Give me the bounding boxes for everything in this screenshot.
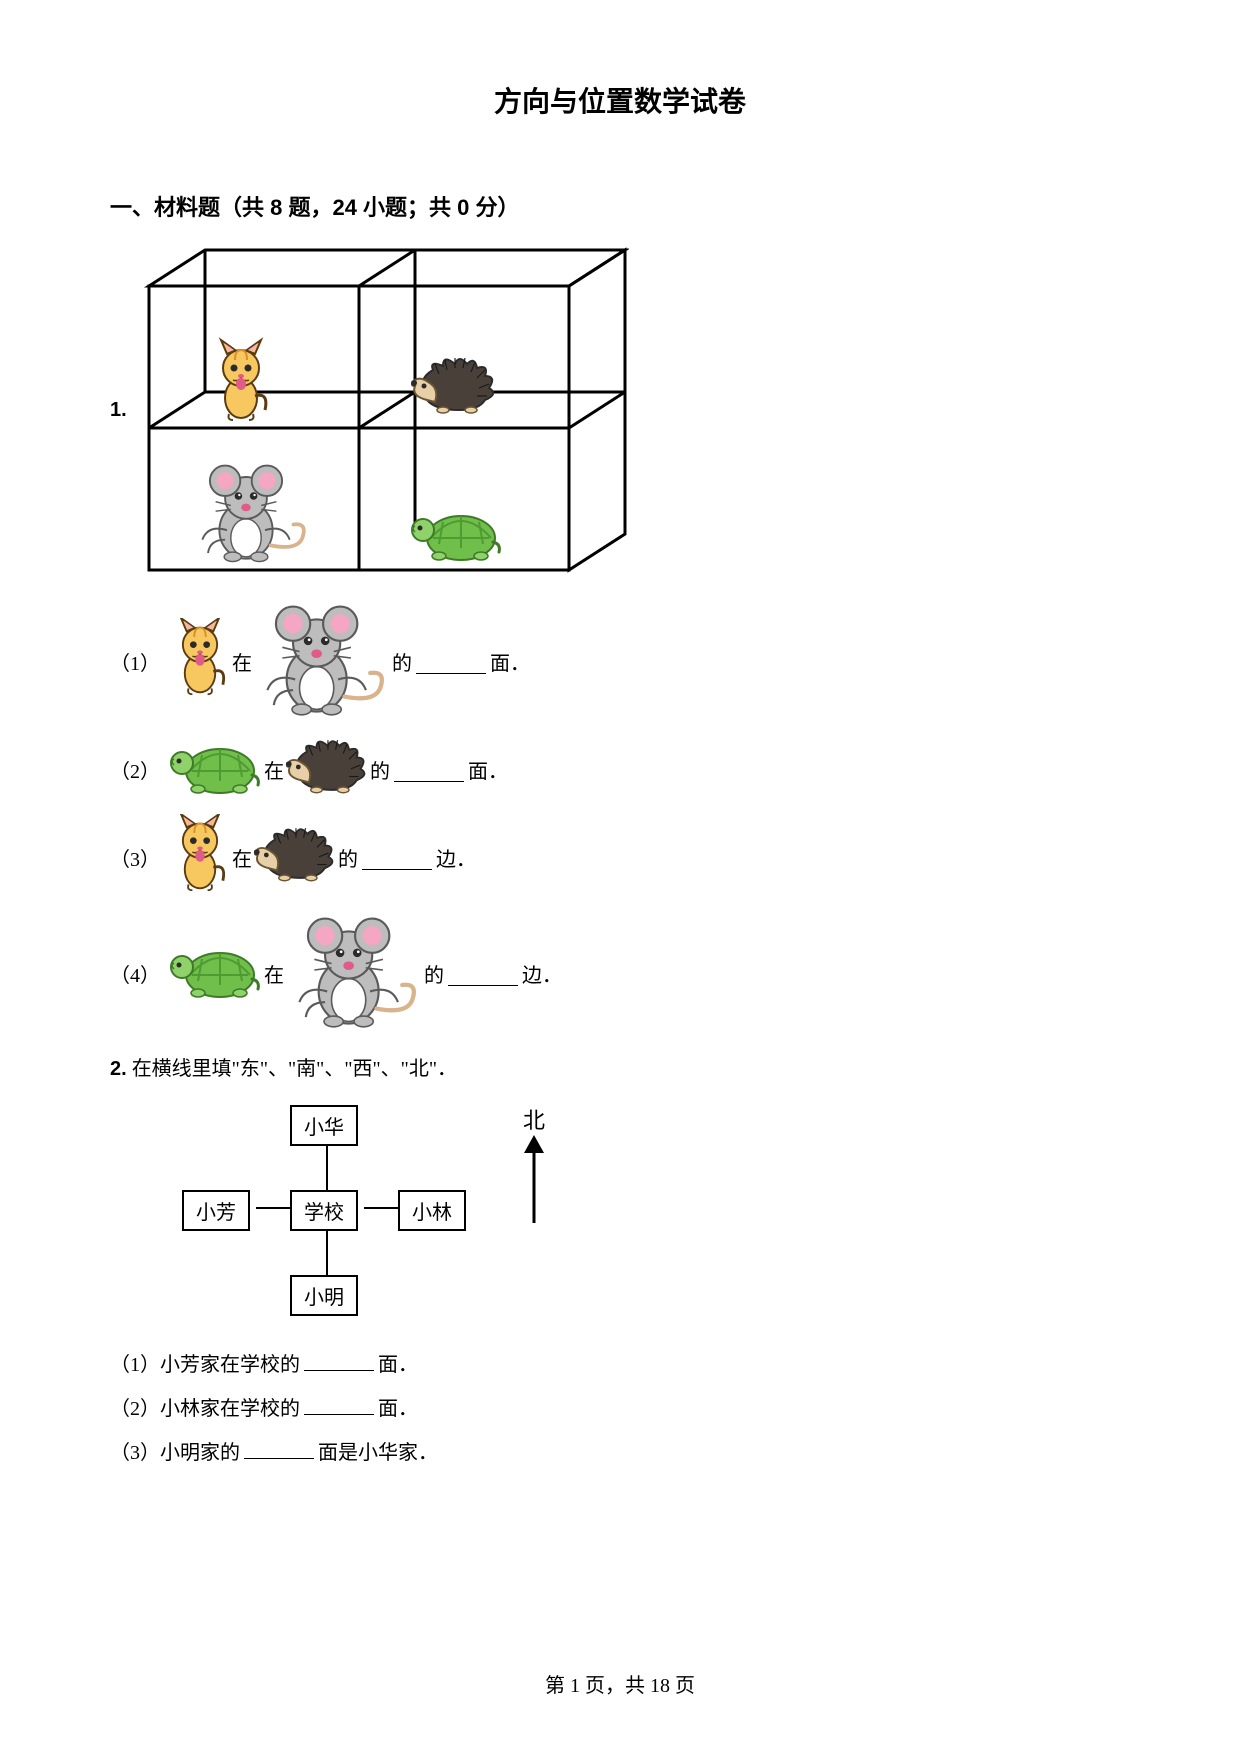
q2-sub-2-after: 面． xyxy=(378,1398,418,1420)
q1-sub-1-mid1: 在 xyxy=(232,647,252,676)
q1-sub-4-mid1: 在 xyxy=(264,959,284,988)
cat-icon xyxy=(168,618,232,704)
hedgehog-icon xyxy=(284,734,370,804)
q1-shelf-diagram xyxy=(139,240,629,580)
hedgehog-icon xyxy=(252,822,338,892)
q2-sub-3-before: 小明家的 xyxy=(160,1442,240,1464)
q1-sub-2-mid2: 的 xyxy=(370,755,390,784)
q2-sub-3: （3）小明家的 面是小华家． xyxy=(110,1431,1130,1475)
q2-sub-2-blank[interactable] xyxy=(304,1390,374,1415)
q1-sub-4: （4） 在 的 边． xyxy=(110,910,1130,1036)
q1-sub-1-label: （1） xyxy=(110,647,160,676)
line xyxy=(326,1141,328,1190)
q1-sub-4-blank[interactable] xyxy=(448,961,518,986)
q2-sub-2-label: （2） xyxy=(110,1398,160,1420)
north-arrow-icon: 北 xyxy=(520,1103,548,1230)
q2-sub-1-blank[interactable] xyxy=(304,1346,374,1371)
q1-sub-3: （3） 在 的 边． xyxy=(110,814,1130,900)
footer-suffix: 页 xyxy=(670,1675,695,1697)
q1-sub-1-tail: 面． xyxy=(490,647,530,676)
q2-subs: （1）小芳家在学校的面． （2）小林家在学校的面． （3）小明家的面是小华家． xyxy=(110,1343,1130,1475)
q2-sub-2-before: 小林家在学校的 xyxy=(160,1398,300,1420)
q2-sub-2: （2）小林家在学校的 面． xyxy=(110,1387,1130,1431)
q1: 1. xyxy=(110,240,1130,580)
q1-sub-2-tail: 面． xyxy=(468,755,508,784)
q2-box-top: 小华 xyxy=(290,1105,358,1146)
q1-sub-1: （1） 在 的 面． xyxy=(110,598,1130,724)
shelf-hedgehog-icon xyxy=(411,358,493,413)
q2-diagram: 小华 小芳 学校 小林 小明 北 xyxy=(140,1095,600,1325)
q1-sub-3-mid1: 在 xyxy=(232,843,252,872)
q1-sub-2: （2） 在 的 面． xyxy=(110,734,1130,804)
q2-sub-3-label: （3） xyxy=(110,1442,160,1464)
q1-number: 1. xyxy=(110,399,127,422)
exam-title: 方向与位置数学试卷 xyxy=(110,80,1130,120)
q2-sub-1-after: 面． xyxy=(378,1354,418,1376)
footer-total: 18 xyxy=(650,1675,670,1697)
q2-sub-1: （1）小芳家在学校的 面． xyxy=(110,1343,1130,1387)
q2-sub-1-label: （1） xyxy=(110,1354,160,1376)
q1-sub-2-blank[interactable] xyxy=(394,757,464,782)
q1-sub-4-mid2: 的 xyxy=(424,959,444,988)
q2-box-center: 学校 xyxy=(290,1190,358,1231)
q1-sub-4-tail: 边． xyxy=(522,959,562,988)
mouse-icon xyxy=(252,598,392,724)
q2-box-right: 小林 xyxy=(398,1190,466,1231)
q2-sub-3-blank[interactable] xyxy=(244,1434,314,1459)
cat-icon xyxy=(168,814,232,900)
q1-sub-1-blank[interactable] xyxy=(416,649,486,674)
line xyxy=(364,1207,398,1209)
q1-sub-3-blank[interactable] xyxy=(362,845,432,870)
north-label: 北 xyxy=(520,1103,548,1135)
q2-sub-3-after: 面是小华家． xyxy=(318,1442,438,1464)
q1-sub-1-mid2: 的 xyxy=(392,647,412,676)
q2-box-bottom: 小明 xyxy=(290,1275,358,1316)
shelf-mouse-icon xyxy=(202,466,304,562)
q2-prompt-row: 2. 在横线里填"东"、"南"、"西"、"北"． xyxy=(110,1052,1130,1081)
footer-page: 1 xyxy=(570,1675,580,1697)
q2-sub-1-before: 小芳家在学校的 xyxy=(160,1354,300,1376)
shelf-cat-icon xyxy=(221,340,266,420)
shelf-turtle-icon xyxy=(412,516,499,560)
q2-box-left: 小芳 xyxy=(182,1190,250,1231)
q1-sub-2-mid1: 在 xyxy=(264,755,284,784)
page-footer: 第 1 页，共 18 页 xyxy=(0,1669,1240,1698)
mouse-icon xyxy=(284,910,424,1036)
q1-subs: （1） 在 的 面． （2） 在 的 面． （3） 在 的 边． xyxy=(110,598,1130,1036)
q1-sub-3-mid2: 的 xyxy=(338,843,358,872)
footer-prefix: 第 xyxy=(545,1675,570,1697)
section-1-header: 一、材料题（共 8 题，24 小题；共 0 分） xyxy=(110,190,1130,222)
q1-sub-3-tail: 边． xyxy=(436,843,476,872)
line xyxy=(256,1207,290,1209)
q1-sub-4-label: （4） xyxy=(110,959,160,988)
footer-mid: 页，共 xyxy=(580,1675,650,1697)
q1-sub-3-label: （3） xyxy=(110,843,160,872)
turtle-icon xyxy=(168,938,264,1008)
q2-prompt: 在横线里填"东"、"南"、"西"、"北"． xyxy=(132,1058,457,1080)
turtle-icon xyxy=(168,734,264,804)
q1-sub-2-label: （2） xyxy=(110,755,160,784)
q2-number: 2. xyxy=(110,1058,127,1080)
page: 方向与位置数学试卷 一、材料题（共 8 题，24 小题；共 0 分） 1. xyxy=(0,0,1240,1754)
line xyxy=(326,1226,328,1275)
